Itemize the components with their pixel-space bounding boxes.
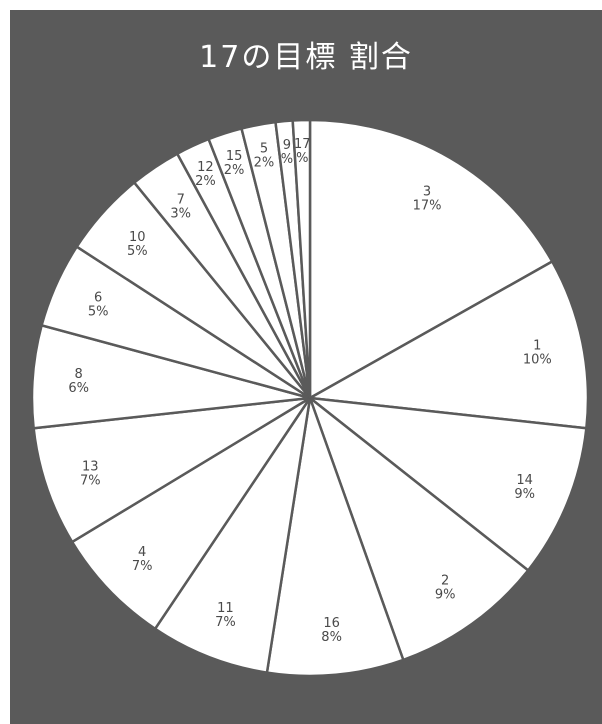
slice-label-14: 14 9%: [514, 473, 535, 502]
slice-category-label: 14: [516, 473, 533, 488]
slice-percent-label: 3%: [170, 206, 191, 221]
chart-panel: 17の目標 割合 3 17% 1 10% 14 9% 2 9% 16 8% 11 7% 4 7% 13 7% 8…: [10, 10, 602, 724]
pie-slice-11: [153, 397, 312, 675]
slice-percent-label: 7%: [80, 473, 101, 488]
pie-slice-3: [308, 118, 554, 401]
slice-percent-label: 2%: [224, 163, 245, 178]
slice-label-1: 1 10%: [523, 338, 552, 367]
slice-percent-label: 10%: [523, 352, 552, 367]
slice-label-7: 7 3%: [170, 192, 191, 221]
slice-percent-label: %: [296, 151, 308, 166]
pie-slice-2: [307, 394, 530, 662]
slice-category-label: 4: [138, 545, 146, 560]
pie-slice-17: [291, 118, 312, 399]
slice-label-15: 15 2%: [224, 149, 245, 178]
slice-percent-label: 5%: [127, 244, 148, 259]
slice-label-11: 11 7%: [215, 601, 236, 630]
slice-percent-label: 8%: [321, 630, 342, 645]
slice-percent-label: 7%: [215, 615, 236, 630]
slice-category-label: 16: [323, 616, 340, 631]
slice-category-label: 3: [423, 185, 431, 200]
slice-percent-label: 17%: [413, 199, 442, 214]
slice-category-label: 7: [177, 192, 185, 207]
slice-label-8: 8 6%: [68, 367, 89, 396]
pie-slice-16: [265, 397, 405, 678]
slice-percent-label: 5%: [88, 304, 109, 319]
slice-category-label: 9: [283, 138, 291, 153]
slice-category-label: 10: [129, 230, 146, 245]
pie-slice-14: [305, 396, 588, 573]
slice-category-label: 11: [217, 601, 234, 616]
pie-slice-1: [305, 259, 590, 430]
slice-category-label: 13: [82, 459, 99, 474]
slice-label-6: 6 5%: [88, 290, 109, 319]
pie-labels: 3 17%1 10%14 9%2 9%16 8%11 7%4 7%13 7%8 6%6 5%10 5%…: [68, 137, 551, 645]
slice-percent-label: 6%: [68, 381, 89, 396]
slice-label-4: 4 7%: [132, 545, 153, 574]
slice-label-17: 17%: [294, 137, 311, 166]
chart-title: 17の目標 割合: [199, 40, 413, 75]
slice-label-10: 10 5%: [127, 230, 148, 259]
slice-category-label: 17: [294, 137, 311, 152]
pie-slice-4: [70, 396, 312, 631]
slice-category-label: 5: [260, 141, 268, 156]
slice-percent-label: %: [281, 152, 293, 167]
slice-label-2: 2 9%: [435, 574, 456, 603]
pie-slices: [30, 118, 590, 678]
slice-label-12: 12 2%: [195, 160, 216, 189]
slice-category-label: 12: [197, 160, 214, 175]
slice-category-label: 2: [441, 574, 449, 589]
slice-category-label: 1: [533, 338, 541, 353]
slice-label-3: 3 17%: [413, 185, 442, 214]
slice-percent-label: 2%: [254, 155, 275, 170]
pie-slice-13: [32, 396, 311, 544]
slice-label-9: 9%: [281, 138, 293, 167]
slice-percent-label: 2%: [195, 174, 216, 189]
pie-chart: 3 17%1 10%14 9%2 9%16 8%11 7%4 7%13 7%8 6%6 5%10 5%…: [30, 118, 590, 678]
slice-category-label: 6: [94, 290, 102, 305]
slice-label-5: 5 2%: [254, 141, 275, 170]
slice-percent-label: 9%: [435, 588, 456, 603]
slice-percent-label: 9%: [514, 487, 535, 502]
slice-label-16: 16 8%: [321, 616, 342, 645]
slice-label-13: 13 7%: [80, 459, 101, 488]
slice-category-label: 8: [75, 367, 83, 382]
slice-category-label: 15: [226, 149, 243, 164]
slice-percent-label: 7%: [132, 559, 153, 574]
